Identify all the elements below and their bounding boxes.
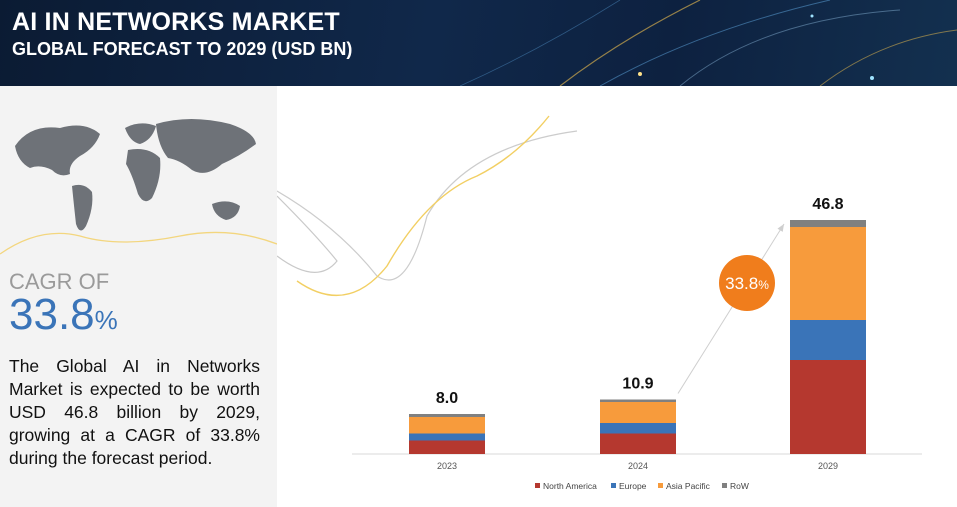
- legend-label-europe: Europe: [619, 481, 647, 491]
- bar-segment-asia-pacific-2024: [600, 402, 676, 423]
- bar-group: 8.0 2023 10.9 2024 46.8 2029: [409, 196, 866, 471]
- summary-panel: CAGR OF 33.8% The Global AI in Networks …: [0, 86, 277, 507]
- decorative-curve-gray: [277, 195, 338, 273]
- total-label-2029: 46.8: [812, 196, 843, 213]
- page-title: AI IN NETWORKS MARKET: [12, 8, 340, 36]
- legend-swatch-asia-pacific: [658, 483, 663, 488]
- cagr-unit: %: [94, 305, 118, 335]
- bar-segment-asia-pacific-2029: [790, 227, 866, 320]
- total-label-2024: 10.9: [622, 376, 653, 393]
- cagr-badge-unit: %: [758, 278, 769, 292]
- decorative-curve-yellow: [296, 115, 550, 296]
- bar-segment-row-2029: [790, 220, 866, 227]
- bar-segment-europe-2024: [600, 423, 676, 434]
- cagr-badge-label: 33.8%: [725, 274, 769, 293]
- bar-segment-row-2024: [600, 399, 676, 402]
- x-tick-label-2024: 2024: [628, 461, 648, 471]
- cagr-badge-value: 33.8: [725, 274, 758, 293]
- market-description: The Global AI in Networks Market is expe…: [9, 356, 260, 468]
- banner-network-decoration: [459, 0, 957, 86]
- legend-label-row: RoW: [730, 481, 749, 491]
- bar-segment-north-america-2023: [409, 440, 485, 454]
- cagr-badge: 33.8%: [719, 255, 775, 311]
- total-label-2023: 8.0: [436, 390, 458, 407]
- cagr-value: 33.8%: [9, 290, 118, 340]
- stacked-bar-chart: 8.0 2023 10.9 2024 46.8 2029 33.8% North Amer…: [277, 115, 922, 491]
- legend-swatch-row: [722, 483, 727, 488]
- bar-segment-north-america-2024: [600, 433, 676, 454]
- cagr-number: 33.8: [9, 290, 95, 339]
- decorative-curve-gray-2: [277, 130, 578, 281]
- x-tick-label-2023: 2023: [437, 461, 457, 471]
- bar-segment-europe-2023: [409, 433, 485, 441]
- bar-segment-row-2023: [409, 414, 485, 417]
- legend-swatch-north-america: [535, 483, 540, 488]
- world-map-icon: [0, 119, 277, 255]
- legend-swatch-europe: [611, 483, 616, 488]
- bar-segment-europe-2029: [790, 320, 866, 360]
- chart-legend: North America Europe Asia Pacific RoW: [535, 481, 749, 491]
- trend-arrow: [677, 223, 785, 394]
- legend-label-north-america: North America: [543, 481, 597, 491]
- bar-segment-asia-pacific-2023: [409, 417, 485, 434]
- cagr-badge-circle: [719, 255, 775, 311]
- bar-segment-north-america-2029: [790, 360, 866, 454]
- header-banner: AI IN NETWORKS MARKET GLOBAL FORECAST TO…: [0, 0, 957, 86]
- trend-arrow-head: [777, 224, 784, 232]
- cagr-label: CAGR OF: [9, 269, 110, 294]
- page-subtitle: GLOBAL FORECAST TO 2029 (USD BN): [12, 39, 353, 59]
- x-tick-label-2029: 2029: [818, 461, 838, 471]
- legend-label-asia-pacific: Asia Pacific: [666, 481, 711, 491]
